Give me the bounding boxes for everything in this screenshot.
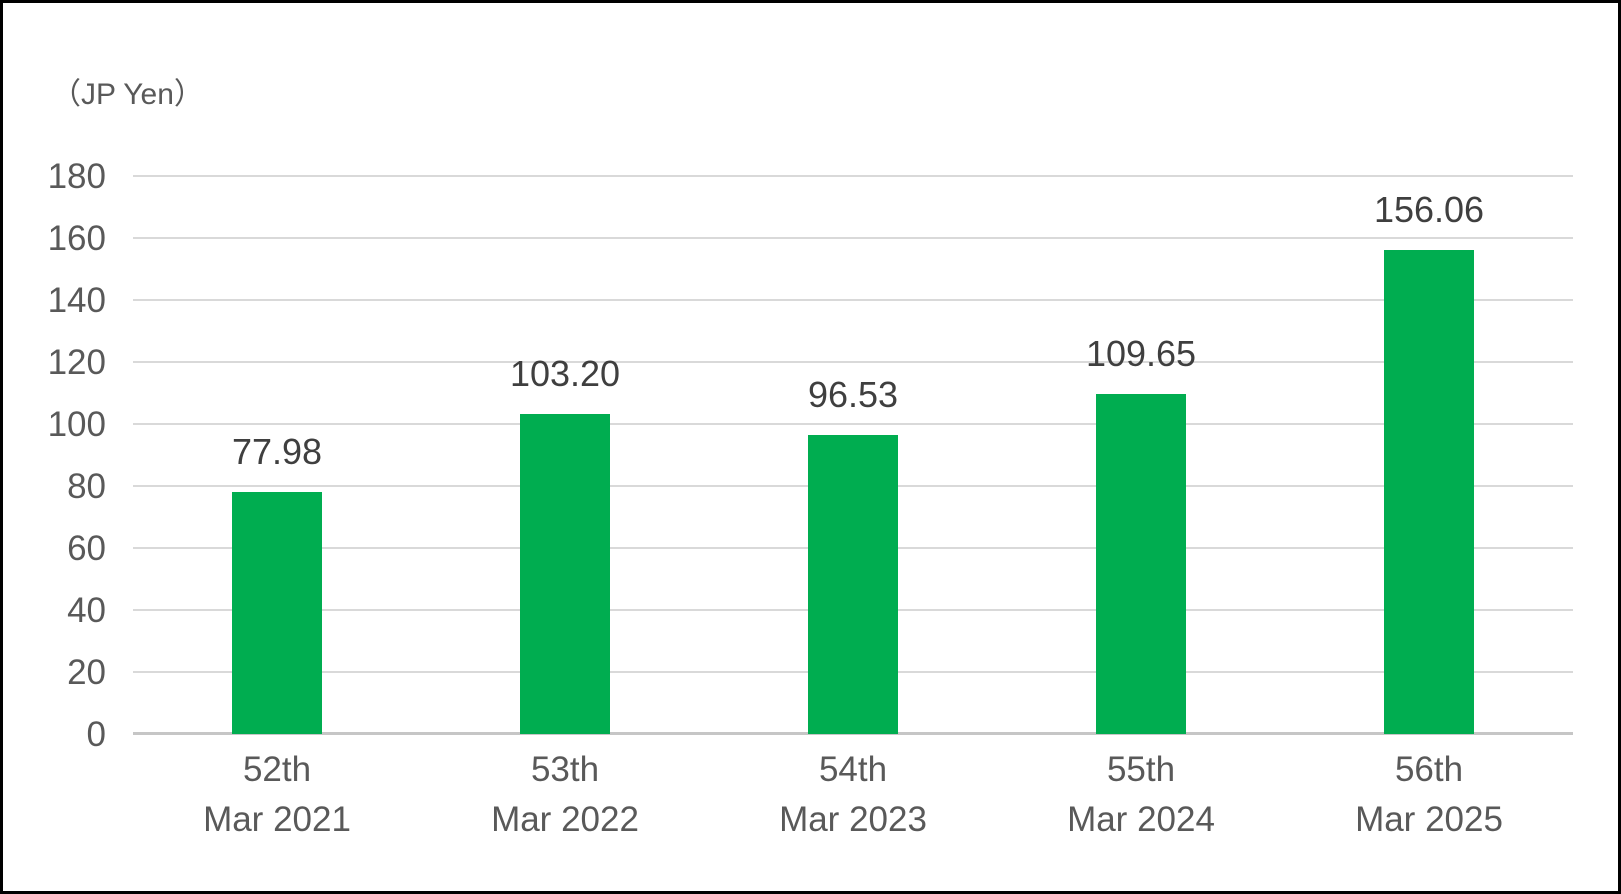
bar-value-label: 109.65: [1085, 333, 1197, 375]
bar: [1384, 250, 1474, 734]
x-axis-category-line: Mar 2024: [1067, 800, 1215, 839]
x-axis-category-label: 53th Mar 2022: [421, 745, 709, 845]
x-axis-category-line: 55th: [1106, 750, 1176, 789]
x-axis-category-label: 52th Mar 2021: [133, 745, 421, 845]
gridline: [133, 299, 1573, 301]
bar: [808, 434, 898, 734]
gridline: [133, 237, 1573, 239]
x-axis-category-line: Mar 2021: [203, 800, 351, 839]
x-axis-category-line: 52th: [242, 750, 312, 789]
gridline: [133, 361, 1573, 363]
bar-value-label: 77.98: [231, 431, 323, 473]
bar-value-label: 156.06: [1373, 189, 1485, 231]
y-axis-tick-label: 120: [47, 343, 106, 382]
x-axis-category-line: 54th: [818, 750, 888, 789]
x-axis-category-line: 56th: [1394, 750, 1464, 789]
bar: [232, 492, 322, 734]
bar: [520, 414, 610, 734]
gridline: [133, 175, 1573, 177]
y-axis-tick-label: 0: [86, 715, 106, 754]
y-axis-tick-label: 100: [47, 405, 106, 444]
x-axis-category-line: Mar 2022: [491, 800, 639, 839]
y-axis-tick-label: 20: [67, 653, 106, 692]
x-axis-category-label: 54th Mar 2023: [709, 745, 997, 845]
x-axis-category-label: 55th Mar 2024: [997, 745, 1285, 845]
x-axis-category-line: 53th: [530, 750, 600, 789]
bar-value-label: 96.53: [807, 373, 899, 415]
y-axis-tick-label: 160: [47, 219, 106, 258]
y-axis-tick-label: 140: [47, 281, 106, 320]
y-axis-tick-label: 80: [67, 467, 106, 506]
bar: [1096, 394, 1186, 734]
gridline: [133, 423, 1573, 425]
y-axis-unit-label: （JP Yen）: [51, 78, 204, 111]
y-axis-tick-label: 60: [67, 529, 106, 568]
x-axis-category-label: 56th Mar 2025: [1285, 745, 1573, 845]
plot-area: 77.98 103.20 96.53 109.65 156.06: [133, 175, 1573, 735]
x-axis-category-line: Mar 2023: [779, 800, 927, 839]
y-axis-tick-label: 40: [67, 591, 106, 630]
bar-value-label: 103.20: [509, 353, 621, 395]
x-axis-category-line: Mar 2025: [1355, 800, 1503, 839]
y-axis-tick-label: 180: [47, 157, 106, 196]
